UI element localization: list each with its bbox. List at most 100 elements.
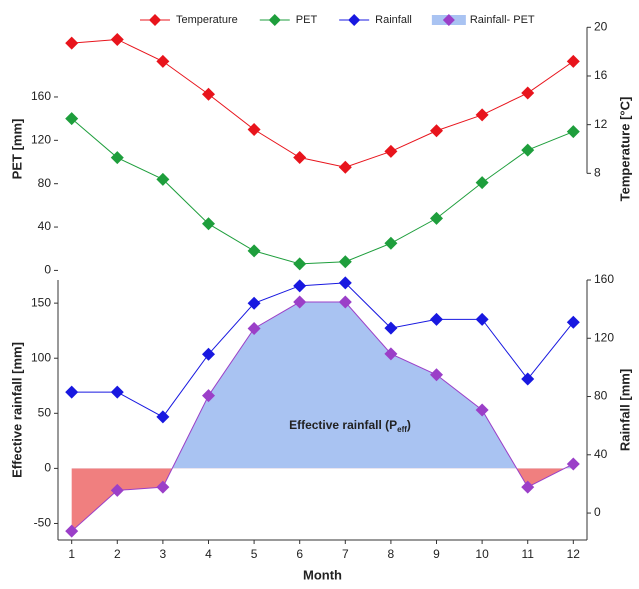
marker	[110, 483, 124, 497]
y2-tick-label: 80	[594, 389, 608, 403]
x-tick-label: 11	[521, 547, 534, 561]
marker	[201, 347, 215, 361]
x-tick-label: 2	[114, 547, 121, 561]
y-tick-label: 100	[31, 350, 51, 364]
annotation-part: )	[407, 418, 411, 432]
y-tick-label: 80	[38, 176, 52, 190]
marker	[110, 385, 124, 399]
marker	[247, 296, 261, 310]
y2-tick-label: 0	[594, 505, 601, 519]
marker	[201, 217, 215, 231]
marker	[430, 211, 444, 225]
area-negative	[71, 468, 574, 532]
x-tick-label: 6	[296, 547, 303, 561]
marker	[293, 257, 307, 271]
marker	[430, 124, 444, 138]
marker	[247, 123, 261, 137]
marker	[65, 524, 79, 538]
y-axis-label: Effective rainfall [mm]	[9, 342, 24, 478]
marker	[430, 368, 444, 382]
marker	[475, 108, 489, 122]
y2-tick-label: 16	[594, 68, 608, 82]
x-tick-label: 1	[68, 547, 75, 561]
legend-marker	[442, 14, 455, 26]
y2-tick-label: 12	[594, 117, 608, 131]
y2-axis-label: Temperature [°C]	[617, 97, 632, 202]
y-tick-label: 150	[31, 295, 51, 309]
x-tick-label: 3	[160, 547, 167, 561]
marker	[521, 372, 535, 386]
marker	[566, 125, 580, 139]
y-tick-label: -50	[34, 516, 52, 530]
marker	[293, 295, 307, 309]
y2-tick-label: 40	[594, 447, 608, 461]
y-axis-label: PET [mm]	[9, 119, 24, 180]
marker	[566, 54, 580, 68]
marker	[247, 244, 261, 258]
area-positive	[172, 302, 574, 469]
marker	[475, 176, 489, 190]
y-tick-label: 50	[38, 405, 52, 419]
marker	[475, 403, 489, 417]
marker	[566, 315, 580, 329]
annotation-part: eff	[397, 425, 407, 434]
marker	[65, 36, 79, 50]
legend-marker	[149, 14, 161, 26]
x-axis-label: Month	[303, 567, 342, 582]
y-tick-label: 40	[38, 219, 52, 233]
y2-tick-label: 8	[594, 166, 601, 180]
marker	[156, 410, 170, 424]
marker	[156, 172, 170, 186]
line	[71, 301, 574, 532]
legend-marker	[268, 14, 281, 26]
y-tick-label: 160	[31, 89, 51, 103]
y2-tick-label: 160	[594, 272, 614, 286]
marker	[521, 480, 535, 494]
marker	[430, 312, 444, 326]
marker	[566, 457, 580, 471]
marker	[384, 144, 398, 158]
x-tick-label: 8	[388, 547, 395, 561]
x-tick-label: 5	[251, 547, 258, 561]
marker	[338, 160, 352, 174]
marker	[247, 321, 261, 335]
marker	[110, 32, 124, 46]
marker	[521, 143, 535, 157]
marker	[65, 112, 79, 126]
marker	[156, 480, 170, 494]
x-tick-label: 7	[342, 547, 349, 561]
line	[71, 38, 574, 168]
legend-label: Rainfall	[375, 14, 412, 26]
marker	[110, 151, 124, 165]
x-tick-label: 9	[433, 547, 440, 561]
legend-label: PET	[296, 14, 318, 26]
marker	[521, 86, 535, 100]
y2-tick-label: 120	[594, 330, 614, 344]
y2-tick-label: 20	[594, 19, 608, 33]
y2-axis-label: Rainfall [mm]	[617, 369, 632, 451]
y-tick-label: 0	[44, 263, 51, 277]
marker	[384, 236, 398, 250]
marker	[156, 54, 170, 68]
annotation: Effective rainfall (Peff)	[289, 418, 411, 434]
legend-label: Temperature	[176, 14, 238, 26]
legend-label: Rainfall- PET	[470, 14, 535, 26]
marker	[65, 385, 79, 399]
marker	[475, 312, 489, 326]
marker	[293, 279, 307, 293]
x-tick-label: 4	[205, 547, 212, 561]
marker	[293, 151, 307, 165]
marker	[384, 347, 398, 361]
y-tick-label: 120	[31, 132, 51, 146]
marker	[201, 389, 215, 403]
marker	[338, 295, 352, 309]
annotation-part: Effective rainfall (P	[289, 418, 397, 432]
marker	[338, 276, 352, 290]
marker	[201, 87, 215, 101]
x-tick-label: 10	[475, 547, 489, 561]
line	[71, 282, 574, 418]
marker	[384, 321, 398, 335]
legend-marker	[348, 14, 361, 26]
y-tick-label: 0	[44, 461, 51, 475]
